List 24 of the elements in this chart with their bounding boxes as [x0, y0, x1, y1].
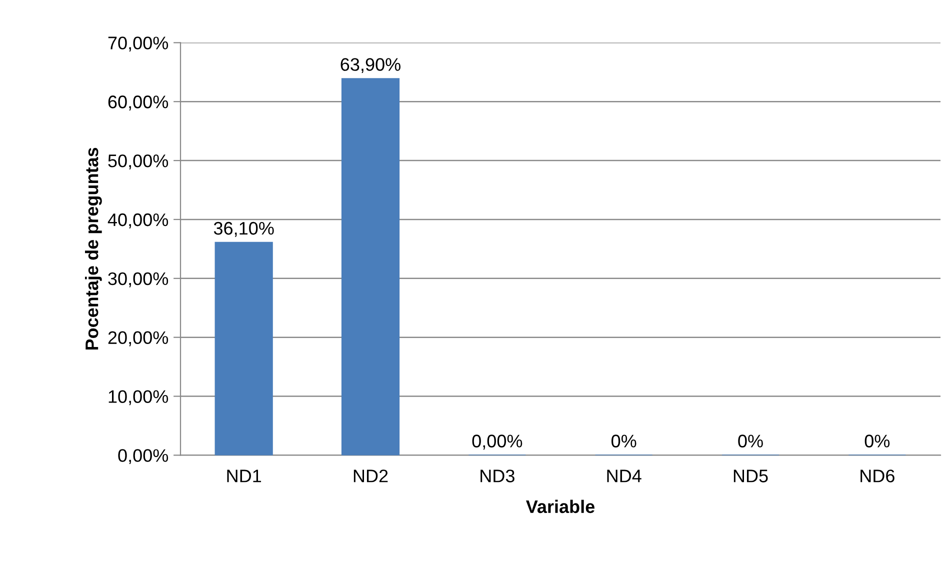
y-tick-label: 70,00%	[108, 36, 168, 52]
y-axis-title: Pocentaje de preguntas	[84, 148, 102, 350]
y-tick-label: 10,00%	[108, 390, 168, 406]
data-label: 0%	[611, 434, 636, 448]
x-tick-label: ND3	[480, 470, 514, 482]
x-tick-label: ND2	[354, 470, 388, 482]
y-tick-label: 60,00%	[108, 96, 168, 110]
y-tick-label: 30,00%	[108, 272, 168, 288]
y-tick-label: 40,00%	[108, 213, 168, 228]
x-axis-title: Variable	[526, 500, 595, 514]
data-label: 36,10%	[214, 222, 274, 237]
x-tick-label: ND5	[734, 470, 768, 482]
x-tick-label: ND6	[860, 470, 894, 482]
y-tick-label: 20,00%	[108, 331, 168, 346]
x-tick-label: ND1	[227, 470, 262, 482]
data-label: 0%	[738, 434, 763, 448]
data-label: 0%	[864, 434, 890, 448]
data-label: 63,90%	[340, 58, 400, 74]
y-tick-label: 50,00%	[108, 154, 168, 170]
data-label: 0,00%	[472, 434, 522, 450]
bar	[341, 78, 400, 456]
bar	[214, 242, 273, 456]
x-tick-label: ND4	[607, 470, 642, 482]
y-tick-label: 0,00%	[118, 449, 168, 464]
